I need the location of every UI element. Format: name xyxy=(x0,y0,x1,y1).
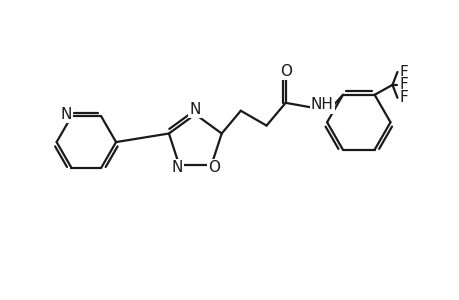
Text: F: F xyxy=(399,77,408,92)
Text: NH: NH xyxy=(310,97,333,112)
Text: O: O xyxy=(279,64,291,79)
Text: N: N xyxy=(189,102,201,117)
Text: N: N xyxy=(171,160,182,175)
Text: F: F xyxy=(399,64,408,80)
Text: N: N xyxy=(61,107,72,122)
Text: F: F xyxy=(399,90,408,105)
Text: O: O xyxy=(208,160,220,175)
